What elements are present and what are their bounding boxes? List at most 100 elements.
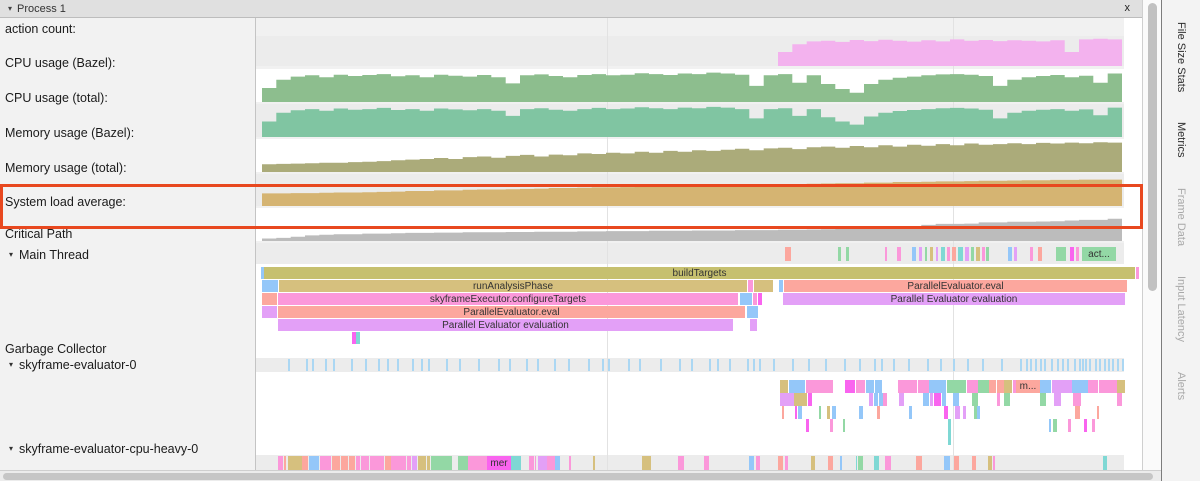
trace-slice[interactable]	[319, 456, 332, 471]
trace-slice[interactable]	[529, 456, 535, 471]
trace-slice[interactable]	[1088, 380, 1099, 393]
trace-slice[interactable]	[925, 247, 927, 261]
gc-tick[interactable]	[907, 359, 910, 371]
trace-slice-labeled[interactable]: ParallelEvaluator.eval	[278, 306, 745, 318]
gc-tick[interactable]	[678, 359, 681, 371]
gc-tick[interactable]	[509, 359, 512, 371]
gc-tick[interactable]	[717, 359, 720, 371]
trace-slice[interactable]	[859, 406, 864, 419]
trace-slice[interactable]	[978, 380, 989, 393]
gc-tick[interactable]	[752, 359, 755, 371]
gc-tick[interactable]	[1095, 359, 1098, 371]
trace-slice[interactable]	[784, 456, 789, 471]
gc-tick[interactable]	[843, 359, 846, 371]
trace-slice[interactable]	[677, 456, 685, 471]
trace-slice[interactable]	[885, 247, 887, 261]
trace-slice[interactable]	[876, 406, 881, 419]
gc-tick[interactable]	[378, 359, 381, 371]
trace-slice[interactable]	[874, 456, 879, 471]
trace-slice[interactable]	[262, 306, 277, 318]
trace-slice[interactable]	[810, 456, 816, 471]
track-label-skyframe-evaluator-cpu-heavy-0[interactable]: ▾ skyframe-evaluator-cpu-heavy-0	[5, 442, 198, 456]
counter-chart-cpu-usage-bazel[interactable]	[262, 71, 1122, 102]
gc-tick[interactable]	[1056, 359, 1059, 371]
collapse-arrow-icon[interactable]: ▾	[8, 4, 13, 13]
trace-slice[interactable]	[1040, 393, 1047, 406]
gc-tick[interactable]	[1089, 359, 1092, 371]
trace-slice[interactable]	[972, 456, 977, 471]
trace-slice[interactable]	[846, 247, 849, 261]
tab-file-size-stats[interactable]: File Size Stats	[1175, 22, 1187, 93]
trace-slice[interactable]	[747, 306, 758, 318]
trace-slice[interactable]	[331, 456, 341, 471]
process-header[interactable]: ▾ Process 1 x	[0, 0, 1142, 18]
trace-slice[interactable]	[568, 456, 571, 471]
trace-slice[interactable]	[977, 406, 980, 419]
trace-slice[interactable]	[798, 406, 803, 419]
trace-slice[interactable]	[972, 393, 979, 406]
trace-slice[interactable]	[986, 247, 989, 261]
trace-slice[interactable]	[912, 247, 916, 261]
trace-slice-labeled[interactable]: buildTargets	[264, 267, 1135, 279]
trace-slice[interactable]	[855, 380, 866, 393]
trace-slice[interactable]	[777, 456, 783, 471]
trace-slice[interactable]	[1038, 247, 1042, 261]
trace-slice[interactable]	[806, 419, 809, 432]
trace-slice[interactable]	[555, 456, 561, 471]
trace-slice[interactable]	[865, 380, 874, 393]
trace-slice[interactable]	[823, 380, 833, 393]
trace-slice[interactable]	[919, 247, 922, 261]
trace-slice-labeled[interactable]: skyframeExecutor.configureTargets	[278, 293, 738, 305]
gc-tick[interactable]	[498, 359, 501, 371]
trace-slice[interactable]	[974, 406, 977, 419]
gc-tick[interactable]	[459, 359, 462, 371]
gc-tick[interactable]	[325, 359, 328, 371]
gc-tick[interactable]	[608, 359, 611, 371]
trace-slice[interactable]	[838, 247, 841, 261]
trace-slice[interactable]	[1072, 380, 1088, 393]
trace-slice[interactable]	[356, 456, 361, 471]
trace-slice[interactable]	[987, 456, 993, 471]
trace-slice[interactable]	[936, 247, 938, 261]
gc-tick[interactable]	[1050, 359, 1053, 371]
tab-input-latency[interactable]: Input Latency	[1175, 275, 1187, 342]
trace-slice[interactable]	[352, 332, 356, 344]
trace-slice[interactable]	[941, 393, 947, 406]
trace-slice[interactable]	[989, 380, 996, 393]
trace-slice[interactable]	[1003, 393, 1010, 406]
gc-tick[interactable]	[792, 359, 795, 371]
trace-slice[interactable]	[349, 456, 356, 471]
gc-tick[interactable]	[350, 359, 353, 371]
gc-tick[interactable]	[808, 359, 811, 371]
timeline-chart-area[interactable]: act... buildTargets runAnalysisPhase Parall…	[256, 18, 1142, 481]
trace-slice[interactable]	[535, 456, 536, 471]
trace-slice[interactable]	[883, 393, 888, 406]
trace-slice[interactable]	[308, 456, 320, 471]
counter-chart-cpu-usage-total[interactable]	[262, 106, 1122, 137]
gc-tick[interactable]	[526, 359, 529, 371]
trace-slice[interactable]	[953, 456, 959, 471]
gc-tick[interactable]	[1044, 359, 1047, 371]
trace-slice[interactable]	[782, 406, 785, 419]
trace-slice[interactable]	[360, 456, 370, 471]
trace-slice[interactable]	[1013, 380, 1016, 393]
tab-alerts[interactable]: Alerts	[1175, 371, 1187, 401]
gc-tick[interactable]	[312, 359, 315, 371]
trace-slice[interactable]	[832, 406, 836, 419]
counter-chart-memory-usage-bazel[interactable]	[262, 141, 1122, 172]
trace-slice[interactable]	[1040, 380, 1052, 393]
trace-slice[interactable]	[915, 456, 923, 471]
trace-slice[interactable]	[922, 393, 929, 406]
gc-tick[interactable]	[602, 359, 605, 371]
trace-slice[interactable]	[262, 293, 277, 305]
trace-slice-labeled[interactable]: mer	[487, 456, 511, 471]
gc-tick[interactable]	[939, 359, 942, 371]
gc-tick[interactable]	[927, 359, 930, 371]
trace-slice[interactable]	[839, 456, 843, 471]
gc-tick[interactable]	[1099, 359, 1102, 371]
trace-slice-labeled[interactable]: m...	[1016, 380, 1040, 393]
gc-tick[interactable]	[1067, 359, 1070, 371]
trace-slice[interactable]	[1048, 419, 1052, 432]
gc-tick[interactable]	[1103, 359, 1106, 371]
trace-slice[interactable]	[1117, 380, 1125, 393]
